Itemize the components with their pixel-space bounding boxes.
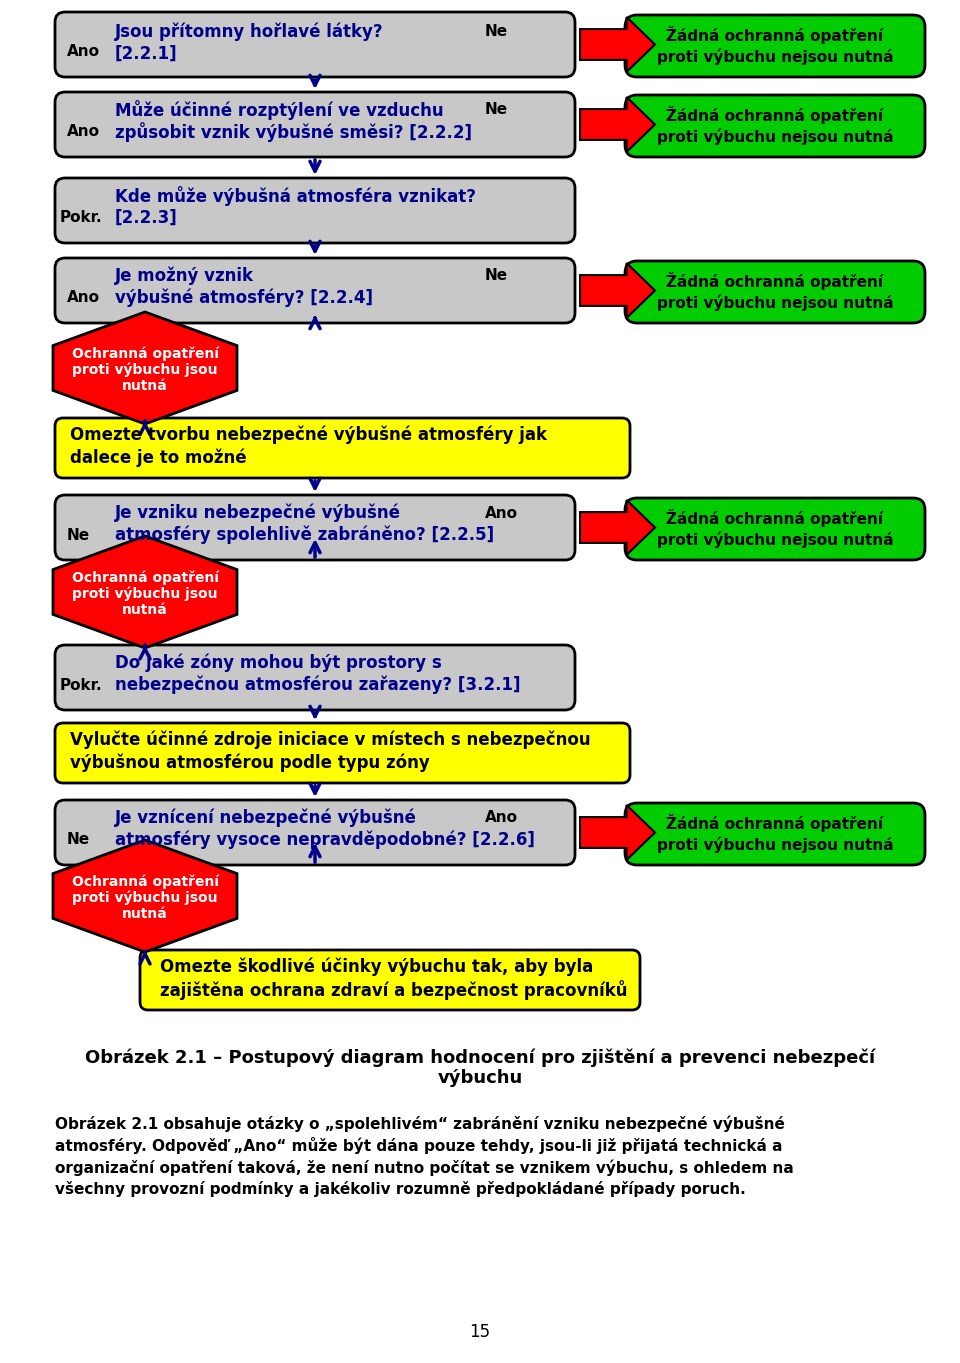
Text: proti výbuchu nejsou nutná: proti výbuchu nejsou nutná bbox=[657, 532, 894, 548]
FancyBboxPatch shape bbox=[625, 497, 925, 560]
Text: nutná: nutná bbox=[122, 379, 168, 393]
FancyBboxPatch shape bbox=[55, 495, 575, 560]
Text: Ne: Ne bbox=[485, 25, 508, 40]
Text: nutná: nutná bbox=[122, 906, 168, 921]
Text: Je vznícení nebezpečné výbušné: Je vznícení nebezpečné výbušné bbox=[115, 808, 417, 827]
Text: Může účinné rozptýlení ve vzduchu: Může účinné rozptýlení ve vzduchu bbox=[115, 99, 444, 120]
FancyBboxPatch shape bbox=[625, 260, 925, 323]
Text: Jsou přítomny hořlavé látky?: Jsou přítomny hořlavé látky? bbox=[115, 23, 384, 41]
Text: zajištěna ochrana zdraví a bezpečnost pracovníků: zajištěna ochrana zdraví a bezpečnost pr… bbox=[160, 980, 628, 1000]
Text: Ne: Ne bbox=[485, 102, 508, 117]
Text: Ne: Ne bbox=[67, 527, 90, 542]
FancyBboxPatch shape bbox=[625, 95, 925, 157]
FancyBboxPatch shape bbox=[55, 418, 630, 478]
FancyBboxPatch shape bbox=[625, 15, 925, 76]
FancyBboxPatch shape bbox=[55, 91, 575, 157]
Text: nebezpečnou atmosférou zařazeny? [3.2.1]: nebezpečnou atmosférou zařazeny? [3.2.1] bbox=[115, 676, 520, 694]
Text: Omezte tvorbu nebezpečné výbušné atmosféry jak: Omezte tvorbu nebezpečné výbušné atmosfé… bbox=[70, 425, 547, 444]
Text: proti výbuchu jsou: proti výbuchu jsou bbox=[72, 363, 218, 378]
Text: proti výbuchu nejsou nutná: proti výbuchu nejsou nutná bbox=[657, 49, 894, 65]
Text: atmosféry vysoce nepravděpodobné? [2.2.6]: atmosféry vysoce nepravděpodobné? [2.2.6… bbox=[115, 831, 535, 849]
Text: Obrázek 2.1 – Postupový diagram hodnocení pro zjištění a prevenci nebezpečí: Obrázek 2.1 – Postupový diagram hodnocen… bbox=[84, 1048, 876, 1067]
Text: [2.2.3]: [2.2.3] bbox=[115, 209, 178, 228]
Polygon shape bbox=[580, 16, 655, 72]
Text: organizační opatření taková, že není nutno počítat se vznikem výbuchu, s ohledem: organizační opatření taková, že není nut… bbox=[55, 1159, 794, 1175]
Text: Ochranná opatření: Ochranná opatření bbox=[71, 875, 219, 889]
Polygon shape bbox=[53, 312, 237, 424]
FancyBboxPatch shape bbox=[55, 722, 630, 782]
Text: Žádná ochranná opatření: Žádná ochranná opatření bbox=[666, 26, 883, 44]
Text: Ne: Ne bbox=[485, 269, 508, 284]
FancyBboxPatch shape bbox=[55, 12, 575, 76]
Text: Žádná ochranná opatření: Žádná ochranná opatření bbox=[666, 106, 883, 124]
Polygon shape bbox=[580, 97, 655, 153]
Text: proti výbuchu nejsou nutná: proti výbuchu nejsou nutná bbox=[657, 128, 894, 146]
FancyBboxPatch shape bbox=[55, 258, 575, 323]
Text: Ano: Ano bbox=[67, 45, 100, 60]
Polygon shape bbox=[53, 840, 237, 951]
Text: výbušné atmosféry? [2.2.4]: výbušné atmosféry? [2.2.4] bbox=[115, 289, 373, 307]
Text: výbuchu: výbuchu bbox=[438, 1069, 522, 1088]
Polygon shape bbox=[580, 806, 655, 860]
Text: způsobit vznik výbušné směsi? [2.2.2]: způsobit vznik výbušné směsi? [2.2.2] bbox=[115, 123, 472, 142]
FancyBboxPatch shape bbox=[55, 645, 575, 710]
FancyBboxPatch shape bbox=[55, 179, 575, 243]
Text: Je vzniku nebezpečné výbušné: Je vzniku nebezpečné výbušné bbox=[115, 504, 401, 522]
Polygon shape bbox=[580, 500, 655, 555]
Text: 15: 15 bbox=[469, 1323, 491, 1341]
Text: proti výbuchu jsou: proti výbuchu jsou bbox=[72, 586, 218, 601]
Text: Žádná ochranná opatření: Žádná ochranná opatření bbox=[666, 508, 883, 527]
Text: [2.2.1]: [2.2.1] bbox=[115, 45, 178, 63]
Text: výbušnou atmosférou podle typu zóny: výbušnou atmosférou podle typu zóny bbox=[70, 754, 430, 773]
Text: Ano: Ano bbox=[67, 124, 100, 139]
Polygon shape bbox=[580, 263, 655, 318]
Text: Omezte škodlivé účinky výbuchu tak, aby byla: Omezte škodlivé účinky výbuchu tak, aby … bbox=[160, 958, 593, 976]
Text: Ochranná opatření: Ochranná opatření bbox=[71, 346, 219, 361]
Text: Do jaké zóny mohou být prostory s: Do jaké zóny mohou být prostory s bbox=[115, 654, 442, 672]
Text: dalece je to možné: dalece je to možné bbox=[70, 448, 247, 468]
Text: Pokr.: Pokr. bbox=[60, 210, 103, 225]
Text: proti výbuchu jsou: proti výbuchu jsou bbox=[72, 891, 218, 905]
Text: Ano: Ano bbox=[485, 506, 518, 521]
Text: Žádná ochranná opatření: Žádná ochranná opatření bbox=[666, 273, 883, 290]
Text: proti výbuchu nejsou nutná: proti výbuchu nejsou nutná bbox=[657, 294, 894, 311]
Text: všechny provozní podmínky a jakékoliv rozumně předpokládané případy poruch.: všechny provozní podmínky a jakékoliv ro… bbox=[55, 1180, 746, 1197]
Text: Ochranná opatření: Ochranná opatření bbox=[71, 571, 219, 585]
Text: Obrázek 2.1 obsahuje otázky o „spolehlivém“ zabránění vzniku nebezpečné výbušné: Obrázek 2.1 obsahuje otázky o „spolehliv… bbox=[55, 1115, 785, 1131]
Text: atmosféry. Odpověď „Ano“ může být dána pouze tehdy, jsou-li již přijatá technick: atmosféry. Odpověď „Ano“ může být dána p… bbox=[55, 1137, 782, 1154]
Text: Ne: Ne bbox=[67, 833, 90, 848]
Text: proti výbuchu nejsou nutná: proti výbuchu nejsou nutná bbox=[657, 837, 894, 853]
FancyBboxPatch shape bbox=[140, 950, 640, 1010]
Text: nutná: nutná bbox=[122, 602, 168, 617]
Text: Ano: Ano bbox=[485, 811, 518, 826]
Text: Kde může výbušná atmosféra vznikat?: Kde může výbušná atmosféra vznikat? bbox=[115, 185, 476, 206]
Text: Je možný vznik: Je možný vznik bbox=[115, 267, 254, 285]
Polygon shape bbox=[53, 536, 237, 647]
Text: Žádná ochranná opatření: Žádná ochranná opatření bbox=[666, 814, 883, 831]
Text: Pokr.: Pokr. bbox=[60, 677, 103, 692]
FancyBboxPatch shape bbox=[55, 800, 575, 866]
Text: atmosféry spolehlivě zabráněno? [2.2.5]: atmosféry spolehlivě zabráněno? [2.2.5] bbox=[115, 526, 494, 544]
Text: Vylučte účinné zdroje iniciace v místech s nebezpečnou: Vylučte účinné zdroje iniciace v místech… bbox=[70, 731, 590, 750]
Text: Ano: Ano bbox=[67, 290, 100, 305]
FancyBboxPatch shape bbox=[625, 803, 925, 866]
